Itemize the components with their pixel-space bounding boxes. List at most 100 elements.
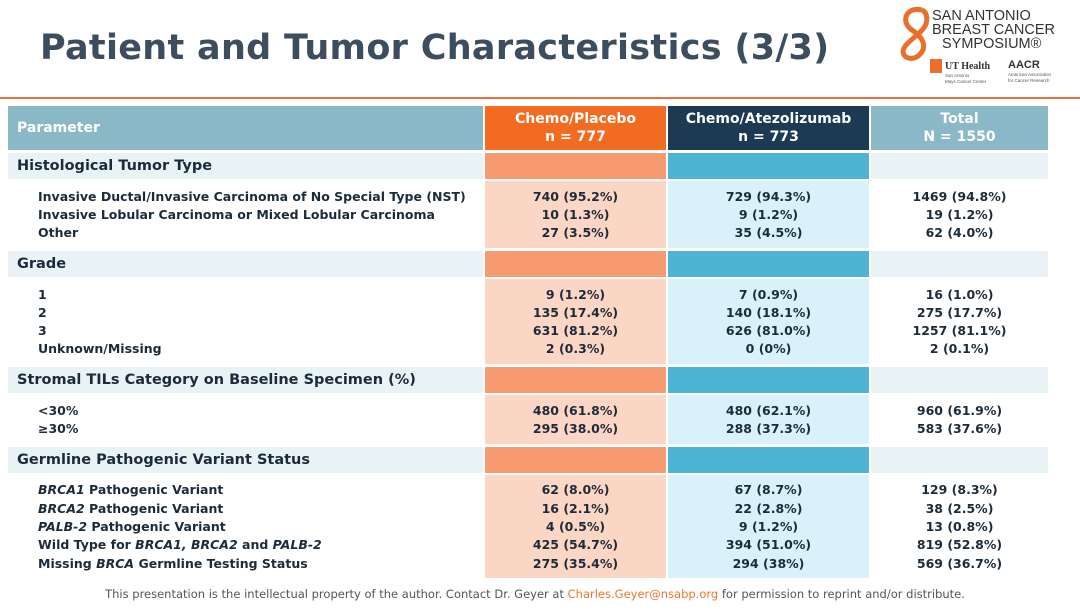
value-cell: 425 (54.7%)	[532, 537, 619, 553]
group-bg	[668, 181, 869, 248]
value-cell: 2 (0.1%)	[929, 341, 990, 357]
label-part: Missing	[38, 555, 97, 571]
row-label: PALB-2 Pathogenic Variant	[38, 517, 226, 535]
value-cell: 0 (0%)	[745, 341, 792, 357]
value-cell: 10 (1.3%)	[541, 206, 610, 222]
value-cell: 740 (95.2%)	[532, 188, 619, 204]
logo-text: Mays Cancer Center	[945, 79, 987, 84]
label-part: PALB-2	[38, 518, 88, 534]
value-cell: 480 (61.8%)	[532, 402, 619, 418]
value-cell: 275 (17.7%)	[916, 304, 1003, 320]
section-cell: Germline Pathogenic Variant Status	[8, 446, 483, 473]
section-cell	[668, 250, 869, 277]
logo: SAN ANTONIO BREAST CANCER SYMPOSIUM® UT …	[900, 6, 1055, 84]
group-bg	[668, 474, 869, 579]
value-cell: 819 (52.8%)	[916, 537, 1003, 553]
logo-text: SYMPOSIUM®	[942, 36, 1042, 52]
value-cell: 35 (4.5%)	[734, 225, 803, 241]
section-cell: Stromal TILs Category on Baseline Specim…	[8, 367, 483, 394]
value-cell: 16 (1.0%)	[925, 286, 994, 302]
value-cell: 13 (0.8%)	[925, 518, 994, 534]
header-cell: Parameter	[8, 106, 483, 150]
row-label: Unknown/Missing	[38, 341, 162, 357]
group-bg	[8, 474, 483, 579]
row-label: Wild Type for BRCA1, BRCA2 and PALB-2	[38, 536, 322, 554]
column-name: Chemo/Atezolizumab	[685, 111, 852, 127]
logo-text: American Association	[1008, 72, 1052, 77]
logo-text: for Cancer Research	[1008, 78, 1050, 83]
group-bg	[871, 181, 1048, 248]
group-bg	[485, 278, 666, 365]
value-cell: 1469 (94.8%)	[912, 188, 1007, 204]
logo-text: SAN ANTONIO	[932, 8, 1031, 24]
footer-text: for permission to reprint and/or distrib…	[718, 587, 965, 601]
value-cell: 275 (35.4%)	[532, 555, 619, 571]
label-part: BRCA1, BRCA2	[135, 537, 238, 553]
logo-text: San Antonio	[945, 73, 970, 78]
value-cell: 4 (0.5%)	[545, 518, 606, 534]
section-cell	[485, 446, 666, 473]
logo-text: BREAST CANCER	[932, 22, 1055, 38]
label-part: BRCA2	[38, 500, 85, 516]
section-title: Germline Pathogenic Variant Status	[17, 451, 310, 468]
label-part: Pathogenic Variant	[87, 518, 226, 534]
group-bg	[668, 278, 869, 365]
header-rule	[0, 97, 1080, 99]
group-bg	[485, 474, 666, 579]
label-part: Pathogenic Variant	[84, 500, 224, 516]
value-cell: 135 (17.4%)	[532, 304, 619, 320]
header-cell: Chemo/Atezolizumab n = 773	[668, 106, 869, 150]
column-name: Chemo/Placebo	[515, 111, 636, 127]
email-link[interactable]: Charles.Geyer@nsabp.org	[567, 587, 719, 601]
section-cell	[871, 153, 1048, 179]
row-label: 2	[38, 304, 47, 320]
value-cell: 19 (1.2%)	[925, 206, 994, 222]
section-title: Histological Tumor Type	[17, 158, 213, 174]
value-cell: 960 (61.9%)	[916, 402, 1003, 418]
value-cell: 38 (2.5%)	[925, 500, 994, 516]
value-cell: 294 (38%)	[732, 555, 805, 571]
row-label: ≥30%	[38, 421, 79, 437]
section-cell	[871, 250, 1048, 277]
value-cell: 295 (38.0%)	[532, 421, 619, 437]
footer: This presentation is the intellectual pr…	[0, 587, 1070, 601]
group-bg	[871, 395, 1048, 444]
header-cell: Total N = 1550	[871, 106, 1048, 150]
row-label: BRCA1 Pathogenic Variant	[38, 481, 223, 499]
group-bg	[668, 395, 869, 444]
section-cell	[871, 367, 1048, 394]
value-cell: 27 (3.5%)	[541, 225, 610, 241]
column-n: N = 1550	[923, 129, 996, 145]
ut-shield	[930, 59, 942, 73]
value-cell: 9 (1.2%)	[738, 518, 799, 534]
value-cell: 1257 (81.1%)	[912, 323, 1007, 339]
group-bg	[485, 181, 666, 248]
group-bg	[8, 181, 483, 248]
group-bg	[8, 278, 483, 365]
section-cell	[485, 250, 666, 277]
column-n: n = 773	[738, 129, 799, 145]
logo-ribbon	[900, 6, 930, 61]
group-bg	[8, 395, 483, 444]
section-cell	[485, 367, 666, 394]
row-label: BRCA2 Pathogenic Variant	[38, 499, 223, 517]
logo-text: UT Health	[945, 61, 991, 72]
slide-title: Patient and Tumor Characteristics (3/3)	[40, 28, 830, 68]
section-title: Grade	[17, 255, 67, 272]
label-part: and	[237, 537, 273, 553]
label-part: Pathogenic Variant	[84, 482, 224, 498]
section-title: Stromal TILs Category on Baseline Specim…	[17, 372, 416, 389]
value-cell: 288 (37.3%)	[725, 421, 812, 437]
row-label: 1	[38, 286, 47, 302]
section-cell	[485, 153, 666, 179]
row-label: <30%	[38, 402, 79, 418]
value-cell: 583 (37.6%)	[916, 421, 1003, 437]
group-bg	[871, 474, 1048, 579]
value-cell: 62 (8.0%)	[541, 482, 610, 498]
label-part: Wild Type for	[38, 537, 136, 553]
section-cell	[668, 153, 869, 179]
value-cell: 16 (2.1%)	[541, 500, 610, 516]
value-cell: 62 (4.0%)	[925, 225, 994, 241]
value-cell: 480 (62.1%)	[725, 402, 812, 418]
